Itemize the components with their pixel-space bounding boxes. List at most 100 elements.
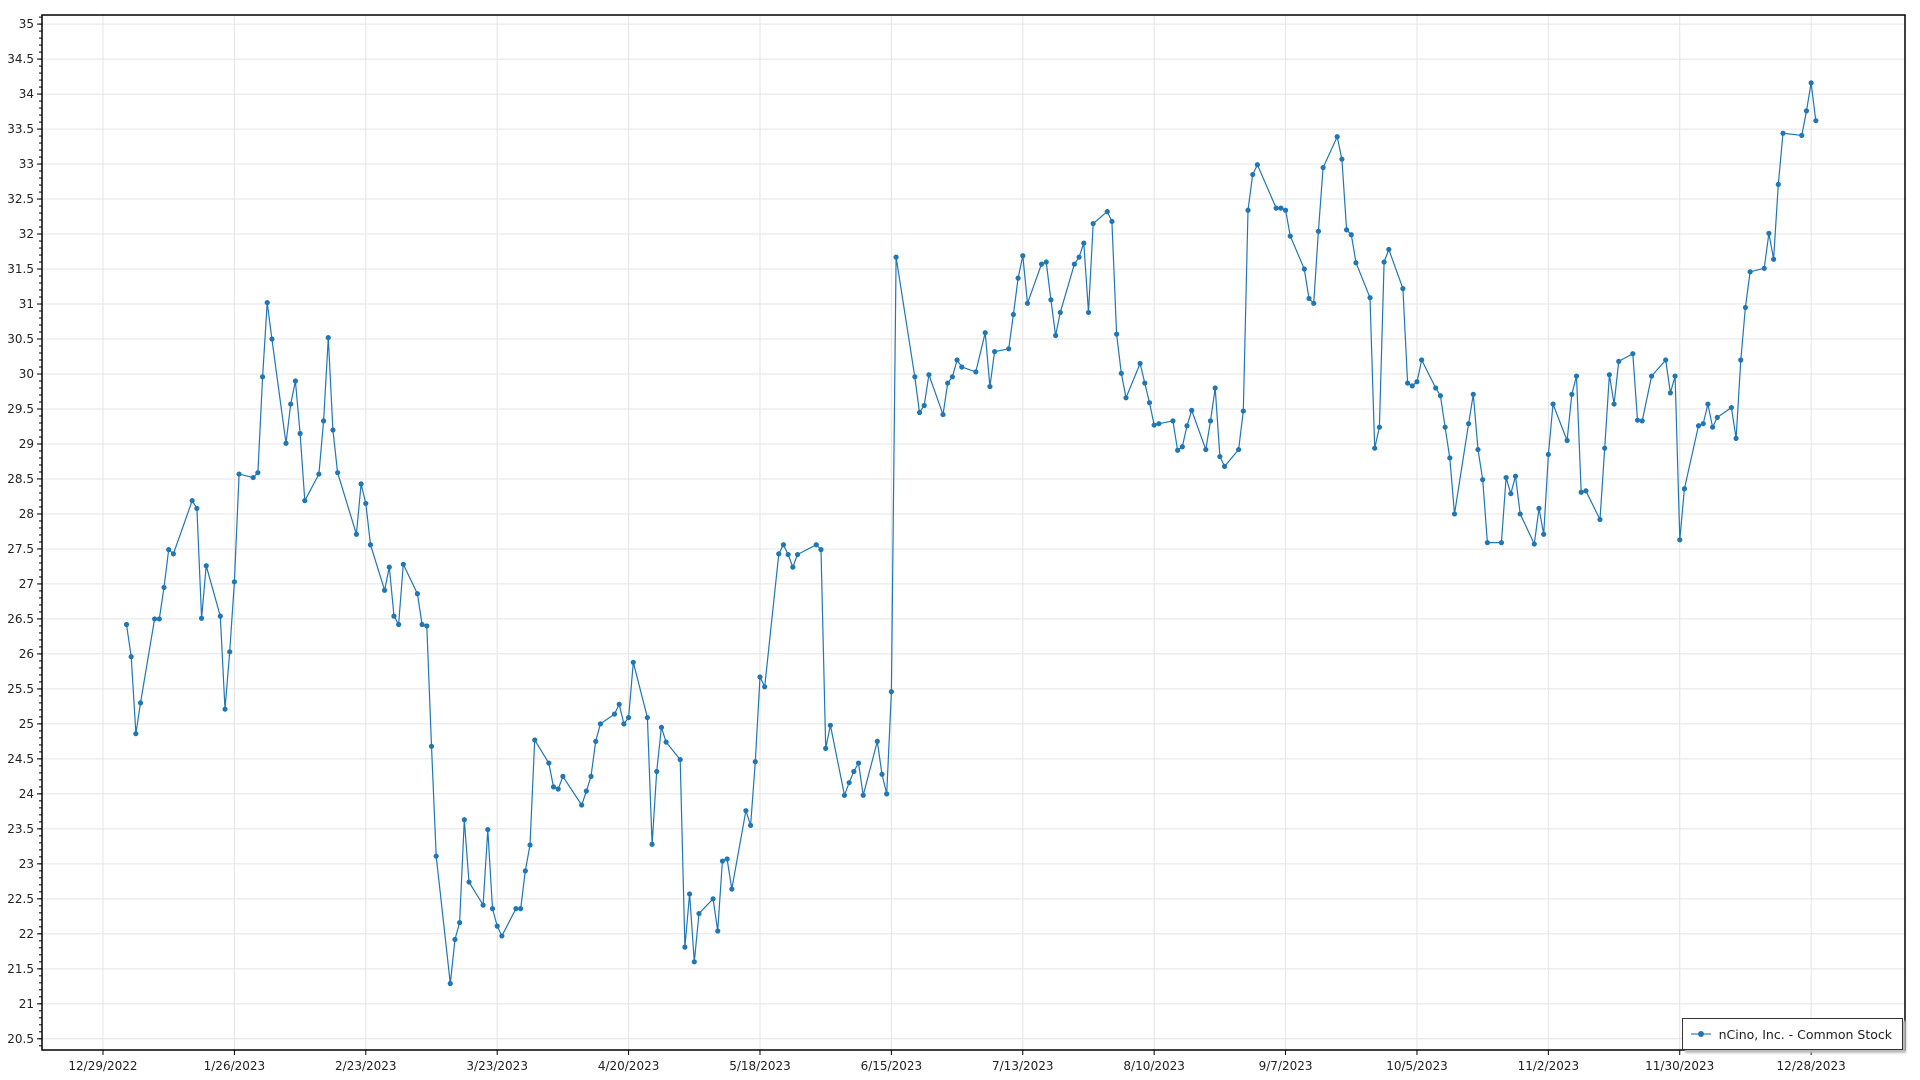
data-point	[1677, 537, 1683, 543]
data-point	[1020, 253, 1026, 259]
data-point	[217, 613, 223, 619]
data-point	[611, 711, 618, 717]
data-point	[1146, 400, 1153, 406]
y-tick-label: 29.5	[7, 402, 34, 416]
data-point	[1634, 417, 1641, 423]
x-tick-label: 10/5/2023	[1386, 1059, 1448, 1073]
y-tick-label: 34	[19, 87, 34, 101]
y-tick-label: 30.5	[7, 332, 34, 346]
data-point	[1386, 246, 1392, 253]
data-point	[658, 724, 665, 730]
data-point	[1728, 404, 1734, 411]
data-point	[424, 623, 430, 629]
data-point	[1320, 164, 1326, 171]
data-point	[1709, 424, 1716, 430]
data-point	[1339, 156, 1345, 162]
data-point	[1348, 232, 1354, 238]
data-point	[1038, 261, 1045, 267]
data-point	[729, 886, 735, 892]
x-tick-label: 5/18/2023	[729, 1059, 791, 1073]
data-point	[1550, 401, 1556, 407]
y-tick-label: 33	[19, 157, 34, 171]
data-point	[1771, 256, 1777, 262]
data-point	[616, 701, 622, 707]
data-point	[396, 621, 402, 628]
data-point	[1057, 309, 1063, 316]
data-point	[686, 891, 693, 897]
data-point	[231, 579, 238, 585]
data-point	[1409, 383, 1415, 389]
data-point	[959, 364, 965, 370]
data-point	[485, 826, 491, 833]
data-point	[381, 587, 388, 593]
data-point	[945, 380, 951, 386]
data-point	[1189, 407, 1195, 413]
data-point	[1076, 254, 1082, 260]
data-point	[752, 759, 758, 765]
data-point	[593, 738, 599, 744]
data-point	[1803, 108, 1810, 114]
data-point	[555, 786, 561, 792]
data-point	[480, 902, 486, 908]
data-point	[250, 474, 256, 481]
data-point	[269, 336, 275, 342]
data-point	[1273, 205, 1279, 211]
data-point	[391, 613, 397, 619]
data-point	[1217, 453, 1223, 460]
data-point	[513, 906, 519, 912]
data-point	[560, 773, 566, 779]
y-tick-label: 26.5	[7, 612, 34, 626]
data-point	[302, 498, 308, 504]
data-point	[1278, 205, 1284, 211]
data-point	[550, 784, 557, 790]
data-point	[851, 768, 857, 775]
data-point	[1573, 373, 1580, 379]
y-tick-label: 32.5	[7, 192, 34, 206]
data-point	[1536, 505, 1542, 511]
data-point	[884, 791, 890, 797]
data-point	[1747, 269, 1753, 275]
data-point	[1372, 445, 1378, 451]
x-tick-label: 2/23/2023	[335, 1059, 397, 1073]
data-point	[597, 721, 604, 727]
data-point	[710, 896, 716, 902]
x-tick-label: 7/13/2023	[992, 1059, 1054, 1073]
data-point	[823, 745, 829, 751]
data-point	[1583, 488, 1589, 494]
series-nCino	[123, 80, 1819, 987]
data-point	[1503, 474, 1509, 481]
data-point	[1301, 266, 1307, 272]
data-point	[776, 551, 782, 557]
data-point	[1071, 261, 1077, 267]
data-point	[949, 374, 955, 380]
data-point	[780, 542, 787, 548]
data-point	[1512, 473, 1519, 479]
data-point	[1015, 275, 1021, 281]
data-point	[1808, 80, 1814, 86]
data-point	[325, 335, 331, 341]
data-point	[386, 564, 392, 570]
y-tick-label: 26	[19, 647, 34, 661]
data-point	[1376, 424, 1383, 430]
data-point	[1353, 260, 1359, 266]
data-point	[1404, 380, 1411, 386]
x-tick-label: 11/2/2023	[1518, 1059, 1580, 1073]
data-point	[1447, 455, 1453, 461]
data-point	[1081, 240, 1087, 246]
y-tick-label: 27.5	[7, 542, 34, 556]
data-point	[203, 563, 209, 569]
series-line	[125, 82, 1817, 984]
data-point	[1484, 540, 1490, 546]
data-point	[1602, 445, 1608, 451]
data-point	[621, 721, 627, 727]
data-point	[1639, 418, 1645, 424]
data-point	[428, 743, 435, 749]
data-point	[1207, 418, 1214, 424]
data-point	[367, 542, 374, 548]
data-point	[419, 621, 425, 628]
data-point	[1813, 118, 1819, 124]
data-point	[494, 923, 500, 929]
data-point	[353, 531, 360, 537]
data-point	[1606, 372, 1612, 378]
data-point	[1442, 424, 1448, 430]
